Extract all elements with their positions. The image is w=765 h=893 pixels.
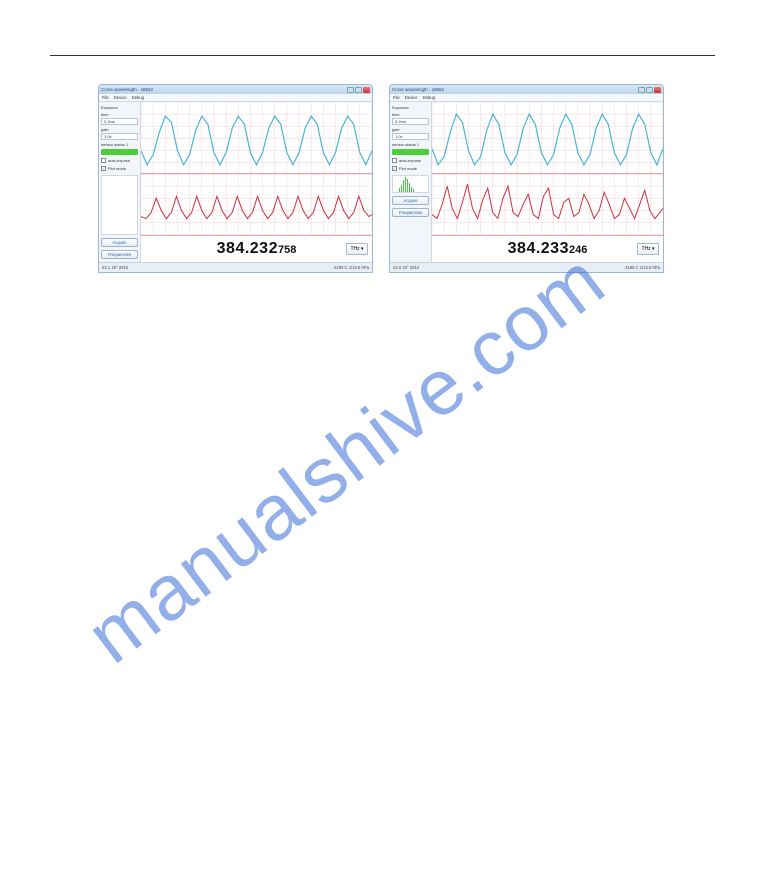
sidebar: Exposure time 0.2ms gain 1.0x sensor sta…: [390, 102, 432, 262]
plotmode-checkbox[interactable]: Plot mode: [101, 166, 138, 171]
titlebar[interactable]: Cross wavelength - x8562: [390, 85, 663, 94]
gain-label: gain: [101, 127, 138, 132]
close-icon[interactable]: [654, 87, 661, 93]
sensor-label: sensor status 1: [101, 142, 138, 147]
sensor-bar: [392, 149, 429, 155]
plotmode-label: Plot mode: [399, 166, 417, 171]
status-left: 23.0 19° 2012: [393, 265, 419, 270]
plotmode-checkbox[interactable]: Plot mode: [392, 166, 429, 171]
side-spectrum: [392, 175, 429, 193]
main-area: 384.232758 THz ▾: [141, 102, 372, 262]
exposure-label: Exposure: [101, 105, 138, 110]
window-title: Cross wavelength - x8562: [101, 87, 153, 92]
exposure-label: Exposure: [392, 105, 429, 110]
lower-chart: [432, 174, 663, 236]
status-right: 2180 C 1/13.6 hPa: [625, 265, 660, 270]
maximize-icon[interactable]: [646, 87, 653, 93]
gain-input[interactable]: 1.0x: [392, 133, 429, 140]
screenshot-row: Cross wavelength - x8562 File Device Debug…: [98, 84, 715, 273]
statusbar: 23.1 19° 2012 2180 C 1/13.6 hPa: [99, 262, 372, 272]
acquire-button[interactable]: Acquire: [392, 196, 429, 205]
status-right: 2180 C 1/13.6 hPa: [334, 265, 369, 270]
auto-expose-label: auto-expose: [399, 158, 421, 163]
titlebar[interactable]: Cross wavelength - x8562: [99, 85, 372, 94]
frequency-sub: 758: [278, 244, 296, 256]
menu-item[interactable]: Debug: [132, 95, 144, 100]
upper-chart: [141, 102, 372, 174]
app-window: Cross wavelength - x8562 File Device Debug…: [389, 84, 664, 273]
menu-item[interactable]: Debug: [423, 95, 435, 100]
unit-select[interactable]: THz ▾: [637, 243, 659, 255]
side-spectrum: [101, 175, 138, 235]
plotmode-label: Plot mode: [108, 166, 126, 171]
lower-chart: [141, 174, 372, 236]
status-left: 23.1 19° 2012: [102, 265, 128, 270]
time-label: time: [392, 112, 429, 117]
frequencies-button[interactable]: Frequencies: [101, 250, 138, 259]
gain-label: gain: [392, 127, 429, 132]
auto-expose-checkbox[interactable]: auto-expose: [101, 158, 138, 163]
upper-chart: [432, 102, 663, 174]
time-input[interactable]: 0.2ms: [101, 118, 138, 125]
frequency-readout: 384.232758 THz ▾: [141, 236, 372, 262]
auto-expose-label: auto-expose: [108, 158, 130, 163]
sidebar: Exposure time 0.2ms gain 1.0x sensor sta…: [99, 102, 141, 262]
frequencies-button[interactable]: Frequencies: [392, 208, 429, 217]
unit-select[interactable]: THz ▾: [346, 243, 368, 255]
frequency-main: 384.232: [217, 240, 278, 257]
acquire-button[interactable]: Acquire: [101, 238, 138, 247]
menu-item[interactable]: File: [393, 95, 400, 100]
close-icon[interactable]: [363, 87, 370, 93]
watermark-text: manualshive.com: [69, 234, 620, 681]
app-window: Cross wavelength - x8562 File Device Debug…: [98, 84, 373, 273]
menubar: File Device Debug: [390, 94, 663, 102]
time-label: time: [101, 112, 138, 117]
main-area: 384.233246 THz ▾: [432, 102, 663, 262]
menubar: File Device Debug: [99, 94, 372, 102]
gain-input[interactable]: 1.0x: [101, 133, 138, 140]
menu-item[interactable]: Device: [114, 95, 127, 100]
maximize-icon[interactable]: [355, 87, 362, 93]
window-title: Cross wavelength - x8562: [392, 87, 444, 92]
horizontal-rule: [50, 55, 715, 56]
time-input[interactable]: 0.2ms: [392, 118, 429, 125]
menu-item[interactable]: Device: [405, 95, 418, 100]
sensor-label: sensor status 1: [392, 142, 429, 147]
minimize-icon[interactable]: [347, 87, 354, 93]
sensor-bar: [101, 149, 138, 155]
minimize-icon[interactable]: [638, 87, 645, 93]
auto-expose-checkbox[interactable]: auto-expose: [392, 158, 429, 163]
menu-item[interactable]: File: [102, 95, 109, 100]
